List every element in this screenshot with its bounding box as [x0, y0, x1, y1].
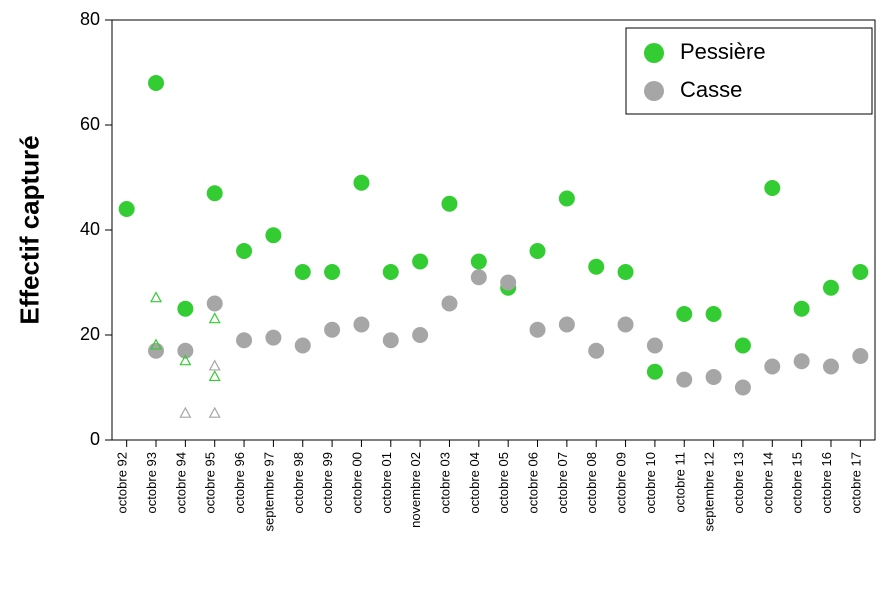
x-tick-label: octobre 13 — [731, 452, 746, 513]
x-tick-label: octobre 16 — [819, 452, 834, 513]
x-tick-label: octobre 17 — [848, 452, 863, 513]
legend-label: Casse — [680, 77, 742, 102]
y-axis-title: Effectif capturé — [15, 135, 46, 324]
x-tick-label: septembre 12 — [702, 452, 717, 532]
x-tick-label: octobre 96 — [232, 452, 247, 513]
y-tick-label: 0 — [90, 429, 100, 449]
chart-container: Effectif capturé 0 20 40 60 80 octobre 92 octo… — [0, 0, 894, 596]
x-tick-label: octobre 92 — [115, 452, 130, 513]
y-tick-label: 60 — [80, 114, 100, 134]
y-tick-label: 20 — [80, 324, 100, 344]
x-tick-label: octobre 11 — [672, 452, 687, 512]
x-tick-label: octobre 08 — [584, 452, 599, 513]
series-Casse_open — [180, 361, 219, 417]
x-tick-label: octobre 10 — [643, 452, 658, 513]
x-tick-label: octobre 94 — [173, 452, 188, 513]
x-tick-label: octobre 93 — [144, 452, 159, 513]
x-tick-label: octobre 06 — [526, 452, 541, 513]
x-tick-label: septembre 97 — [261, 452, 276, 532]
x-tick-label: octobre 14 — [760, 452, 775, 513]
x-tick-label: novembre 02 — [408, 452, 423, 528]
x-tick-label: octobre 00 — [349, 452, 364, 513]
x-tick-label: octobre 01 — [379, 452, 394, 513]
x-tick-label: octobre 04 — [467, 452, 482, 513]
x-tick-label: octobre 03 — [437, 452, 452, 513]
scatter-chart: 0 20 40 60 80 octobre 92 octobre 93 octobre 94 o… — [0, 0, 894, 596]
x-tick-label: octobre 07 — [555, 452, 570, 513]
y-tick-label: 80 — [80, 9, 100, 29]
x-tick-label: octobre 99 — [320, 452, 335, 513]
series-Pessière — [119, 75, 869, 380]
x-tick-label: octobre 98 — [291, 452, 306, 513]
y-tick-label: 40 — [80, 219, 100, 239]
x-tick-label: octobre 05 — [496, 452, 511, 513]
legend-label: Pessière — [680, 39, 766, 64]
series-Casse — [148, 269, 868, 395]
x-tick-label: octobre 15 — [790, 452, 805, 513]
x-tick-label: octobre 95 — [203, 452, 218, 513]
x-tick-label: octobre 09 — [614, 452, 629, 513]
